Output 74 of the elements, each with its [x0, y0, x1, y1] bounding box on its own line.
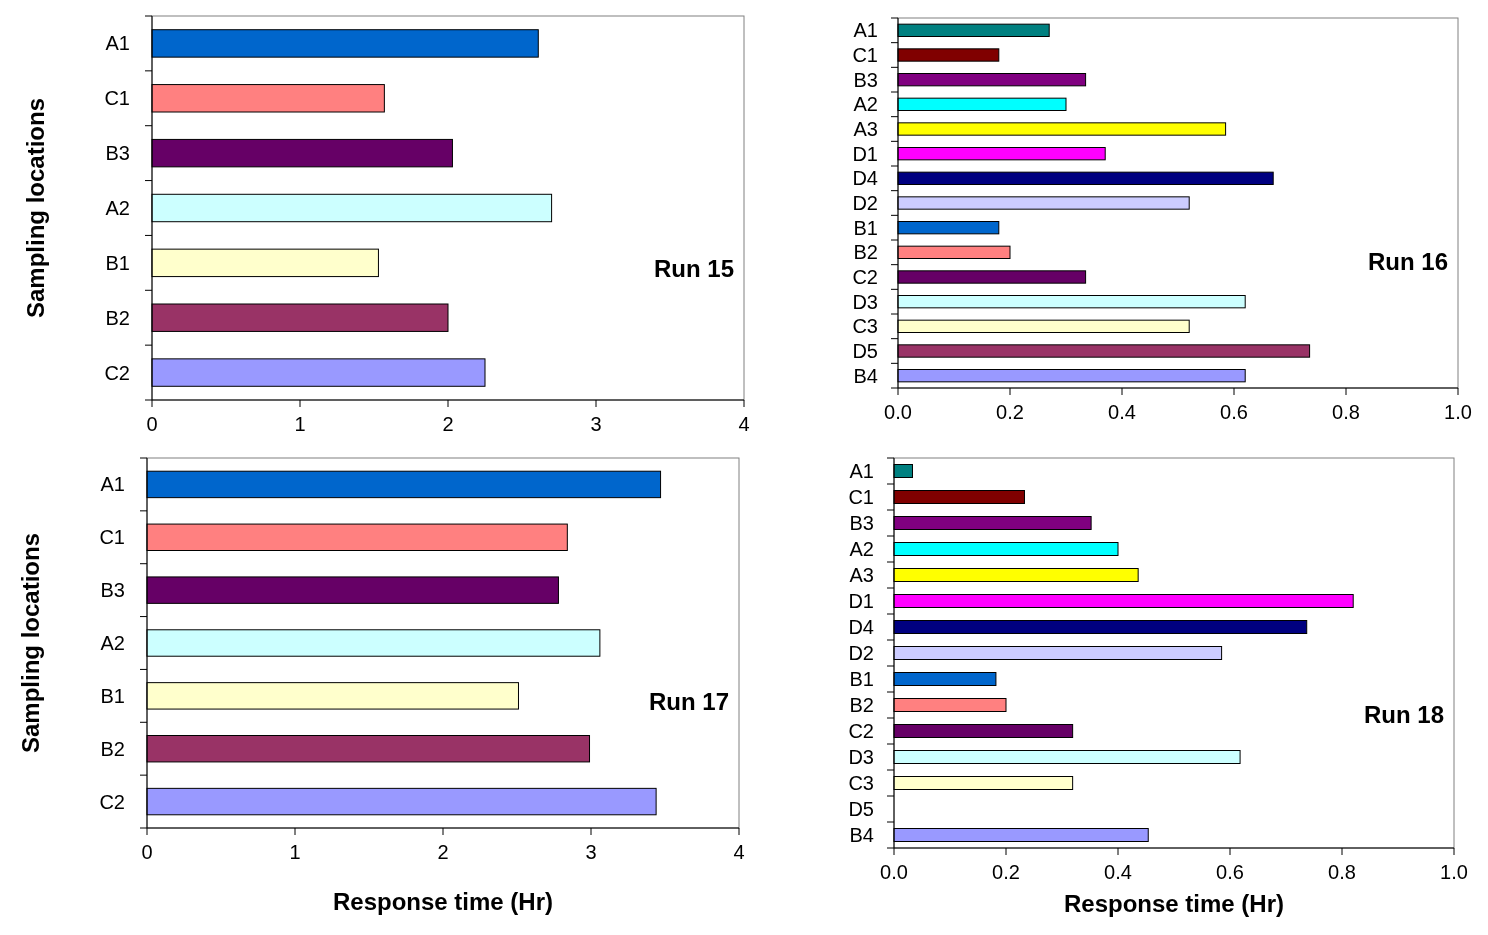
- y-tick-label: C2: [104, 361, 130, 384]
- y-tick-label: B1: [849, 668, 874, 690]
- annotation: Run 15: [653, 255, 734, 283]
- y-tick-label: A2: [100, 632, 125, 654]
- y-tick-label: B4: [853, 364, 878, 387]
- x-tick-label: 2: [442, 413, 454, 435]
- x-tick-label: 2: [437, 841, 449, 863]
- x-tick-label: 0: [141, 841, 153, 863]
- y-tick-label: A3: [853, 118, 878, 140]
- x-tick-label: 0.6: [1220, 401, 1248, 423]
- y-tick-label: A1: [105, 32, 130, 55]
- y-tick-label: A1: [849, 460, 874, 482]
- y-tick-label: C2: [848, 720, 874, 742]
- y-tick-label: D5: [852, 340, 878, 362]
- y-tick-label: B3: [853, 68, 878, 91]
- x-tick-label: 0.4: [1108, 401, 1136, 423]
- y-tick-label: D3: [852, 290, 878, 313]
- y-tick-label: C2: [99, 790, 125, 813]
- y-tick-label: D5: [848, 798, 874, 820]
- y-tick-label: D2: [848, 642, 874, 664]
- y-tick-label: B4: [849, 824, 874, 846]
- x-axis-title: Response time (Hr): [1063, 890, 1285, 917]
- y-tick-label: D4: [848, 616, 874, 638]
- y-tick-label: B3: [100, 579, 125, 602]
- x-tick-label: 1: [289, 841, 301, 863]
- y-tick-label: B2: [100, 737, 125, 760]
- y-tick-label: D4: [852, 167, 878, 190]
- y-tick-label: A1: [853, 19, 878, 42]
- y-tick-label: D3: [848, 746, 874, 768]
- x-tick-label: 4: [733, 841, 745, 863]
- y-tick-label: C1: [99, 526, 125, 549]
- y-tick-label: C1: [852, 44, 878, 66]
- x-tick-label: 0: [146, 413, 158, 435]
- y-tick-label: B2: [849, 694, 874, 716]
- y-tick-label: D1: [852, 142, 878, 165]
- x-tick-label: 1: [294, 413, 306, 435]
- y-tick-label: C1: [104, 87, 130, 110]
- x-tick-label: 3: [590, 413, 602, 435]
- y-tick-label: A1: [100, 473, 125, 496]
- x-tick-label: 0.0: [880, 861, 908, 883]
- x-tick-label: 0.8: [1332, 401, 1360, 423]
- y-tick-label: D2: [852, 192, 878, 214]
- y-tick-label: B2: [853, 241, 878, 264]
- y-tick-label: B3: [105, 142, 130, 165]
- x-tick-label: 0.2: [992, 861, 1020, 883]
- x-tick-label: 3: [585, 841, 597, 863]
- annotation: Run 16: [1367, 247, 1448, 275]
- y-tick-label: B1: [105, 251, 130, 274]
- y-tick-label: C1: [848, 486, 874, 508]
- y-tick-label: B2: [105, 306, 130, 329]
- annotation: Run 18: [1363, 701, 1444, 729]
- x-tick-label: 0.8: [1328, 861, 1356, 883]
- y-tick-label: A2: [853, 93, 878, 116]
- x-tick-label: 0.6: [1216, 861, 1244, 883]
- y-tick-label: C2: [852, 266, 878, 288]
- x-axis-title: Response time (Hr): [332, 888, 554, 915]
- y-axis-title: Sampling locations: [17, 532, 44, 754]
- y-axis-title: Sampling locations: [22, 97, 49, 319]
- y-tick-label: A2: [849, 538, 874, 560]
- x-tick-label: 1.0: [1444, 401, 1472, 423]
- annotation: Run 17: [648, 687, 729, 715]
- y-tick-label: B1: [100, 684, 125, 707]
- y-tick-label: D1: [848, 590, 874, 612]
- y-tick-label: A2: [105, 197, 130, 219]
- y-tick-label: B1: [853, 216, 878, 239]
- y-tick-label: C3: [848, 772, 874, 794]
- x-tick-label: 0.2: [996, 401, 1024, 423]
- x-tick-label: 4: [738, 413, 750, 435]
- y-tick-label: C3: [852, 315, 878, 338]
- x-tick-label: 0.0: [884, 401, 912, 423]
- x-tick-label: 1.0: [1440, 861, 1468, 883]
- x-tick-label: 0.4: [1104, 861, 1132, 883]
- y-tick-label: A3: [849, 564, 874, 586]
- y-tick-label: B3: [849, 512, 874, 534]
